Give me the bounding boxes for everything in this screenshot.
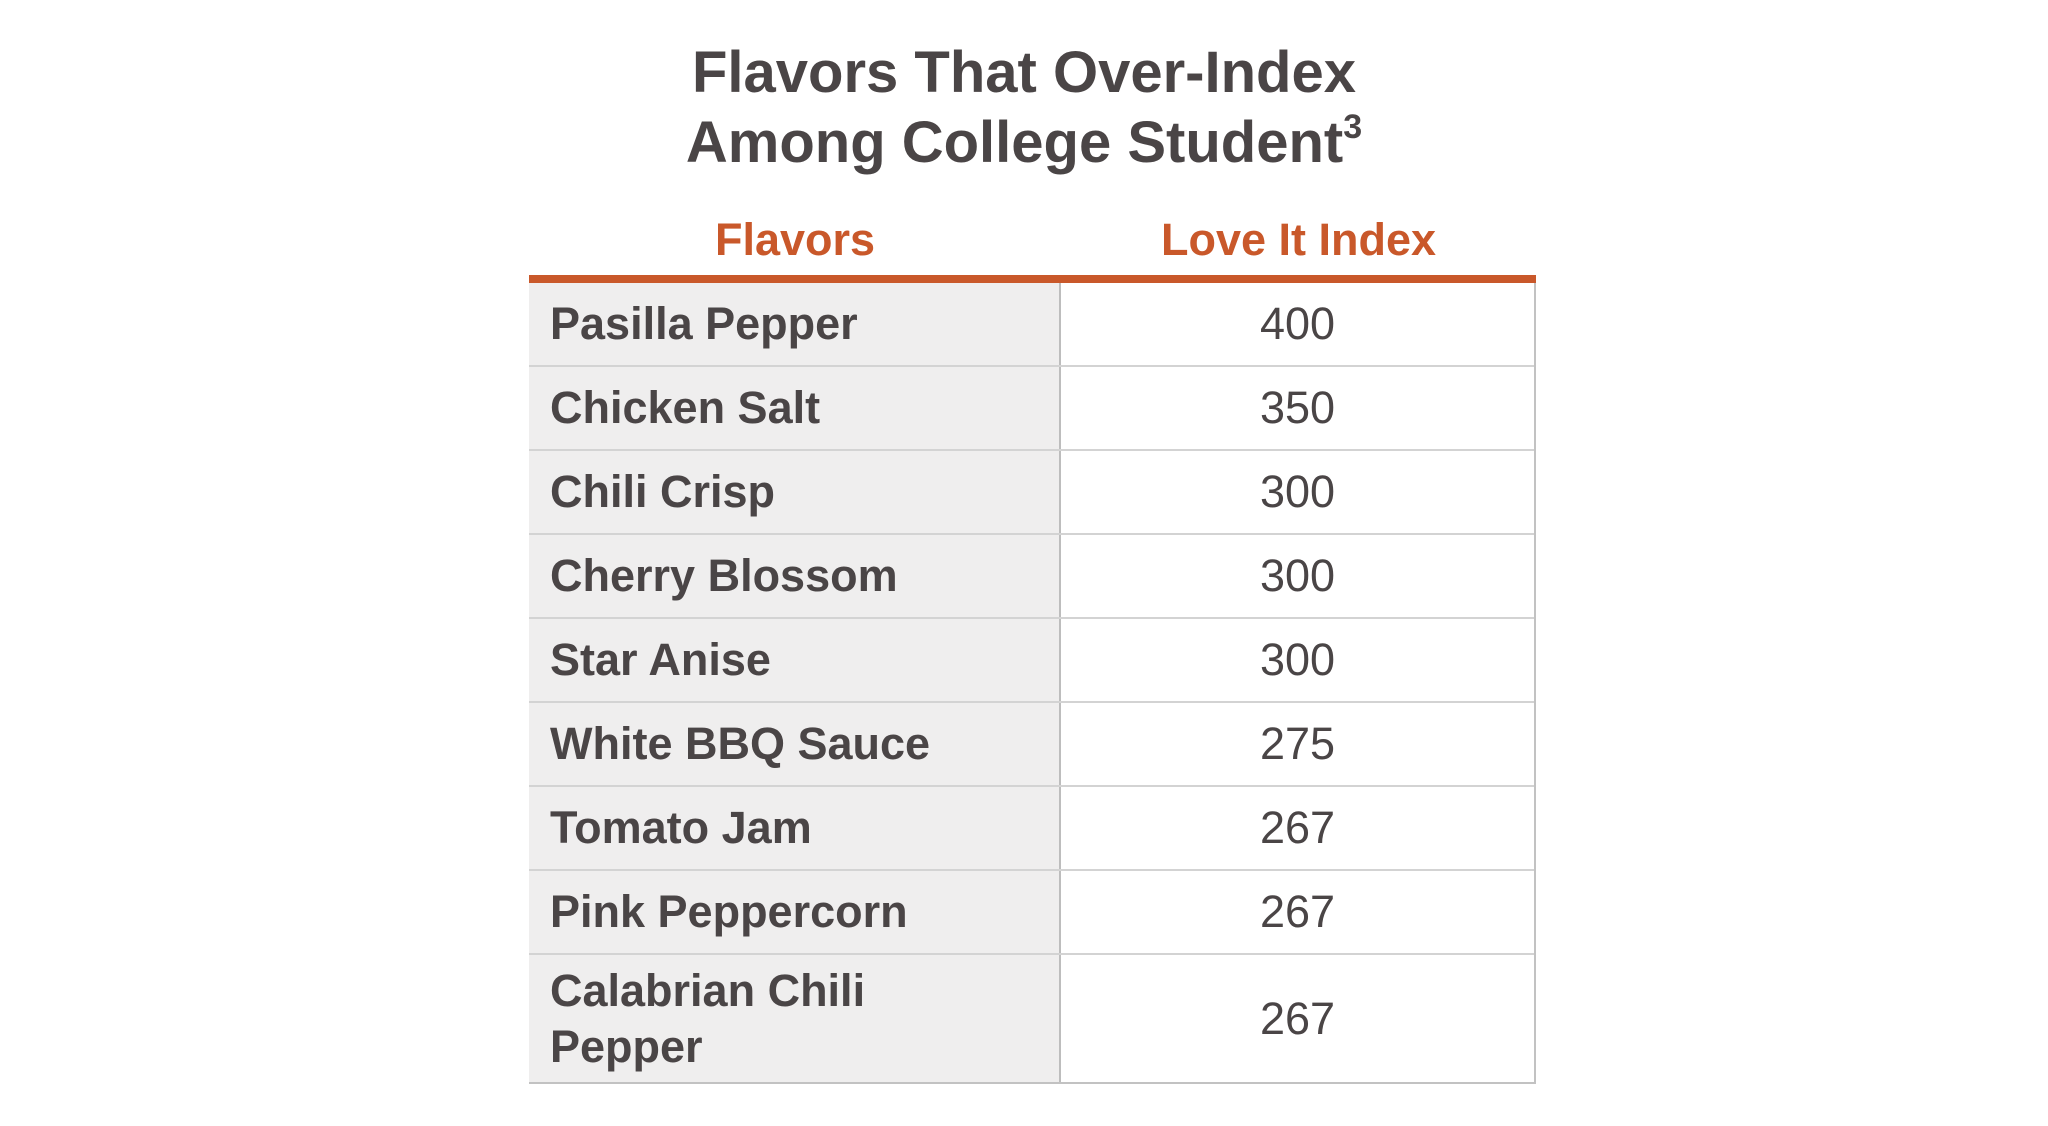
table-row: Chicken Salt 350 bbox=[529, 367, 1534, 451]
table-row: Pasilla Pepper 400 bbox=[529, 283, 1534, 367]
flavor-cell: Chili Crisp bbox=[529, 451, 1061, 533]
table-row: Pink Peppercorn 267 bbox=[529, 871, 1534, 955]
flavor-cell: Pink Peppercorn bbox=[529, 871, 1061, 953]
love-it-index-cell: 267 bbox=[1061, 955, 1534, 1082]
title-line-1: Flavors That Over-Index bbox=[692, 40, 1356, 105]
table-row: Cherry Blossom 300 bbox=[529, 535, 1534, 619]
table-row: Calabrian Chili Pepper 267 bbox=[529, 955, 1534, 1082]
table-body: Pasilla Pepper 400 Chicken Salt 350 Chili Cr… bbox=[529, 283, 1536, 1084]
love-it-index-cell: 267 bbox=[1061, 871, 1534, 953]
flavor-cell: Tomato Jam bbox=[529, 787, 1061, 869]
love-it-index-cell: 400 bbox=[1061, 283, 1534, 365]
column-header-love-it-index: Love It Index bbox=[1160, 214, 1437, 265]
footnote-marker: 3 bbox=[1343, 107, 1363, 146]
column-header-flavors: Flavors bbox=[714, 214, 876, 265]
love-it-index-cell: 300 bbox=[1061, 535, 1534, 617]
love-it-index-cell: 267 bbox=[1061, 787, 1534, 869]
love-it-index-cell: 350 bbox=[1061, 367, 1534, 449]
table-row: Star Anise 300 bbox=[529, 619, 1534, 703]
flavor-cell: Star Anise bbox=[529, 619, 1061, 701]
flavor-cell: White BBQ Sauce bbox=[529, 703, 1061, 785]
title-line-2-text: Among College Student bbox=[685, 110, 1344, 175]
table-row: Chili Crisp 300 bbox=[529, 451, 1534, 535]
table-header: Flavors Love It Index bbox=[529, 205, 1536, 283]
love-it-index-cell: 300 bbox=[1061, 619, 1534, 701]
title-line-2: Among College Student3 bbox=[0, 108, 2048, 178]
flavor-cell: Calabrian Chili Pepper bbox=[529, 955, 1061, 1082]
flavor-table: Flavors Love It Index Pasilla Pepper 400 C… bbox=[529, 205, 1536, 1084]
table-row: White BBQ Sauce 275 bbox=[529, 703, 1534, 787]
love-it-index-cell: 300 bbox=[1061, 451, 1534, 533]
love-it-index-cell: 275 bbox=[1061, 703, 1534, 785]
table-row: Tomato Jam 267 bbox=[529, 787, 1534, 871]
chart-title: Flavors That Over-Index Among College St… bbox=[0, 38, 2048, 178]
flavor-cell: Pasilla Pepper bbox=[529, 283, 1061, 365]
flavor-cell: Chicken Salt bbox=[529, 367, 1061, 449]
flavor-cell: Cherry Blossom bbox=[529, 535, 1061, 617]
